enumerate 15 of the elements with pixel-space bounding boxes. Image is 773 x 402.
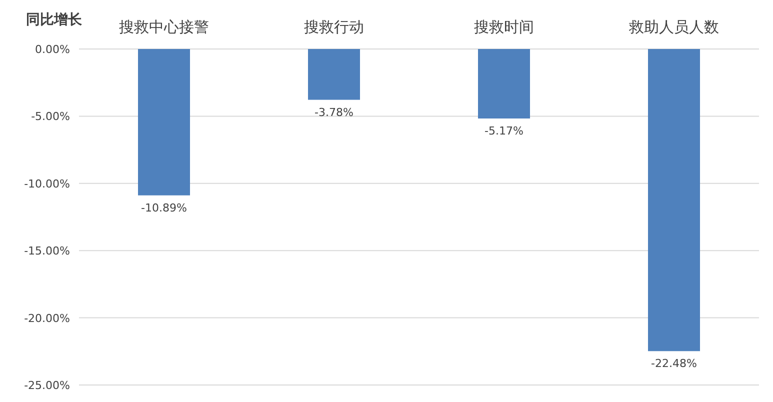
data-label: -5.17% [484,124,524,138]
x-tick-label: 搜救中心接警 [119,18,209,36]
y-axis-title: 同比增长 [26,12,83,28]
x-tick-label: 救助人员人数 [628,18,719,36]
y-tick-label: -5.00% [31,110,70,124]
data-label: -10.89% [141,201,187,214]
y-tick-label: -25.00% [24,379,70,392]
x-tick-label: 搜救行动 [304,18,364,36]
y-tick-label: -10.00% [24,177,70,190]
y-tick-label: -15.00% [24,244,70,258]
y-tick-label: 0.00% [35,43,70,56]
data-label: -3.78% [314,106,354,119]
y-tick-label: -20.00% [24,312,70,325]
data-label: -22.48% [651,357,697,370]
x-tick-label: 搜救时间 [474,18,534,36]
